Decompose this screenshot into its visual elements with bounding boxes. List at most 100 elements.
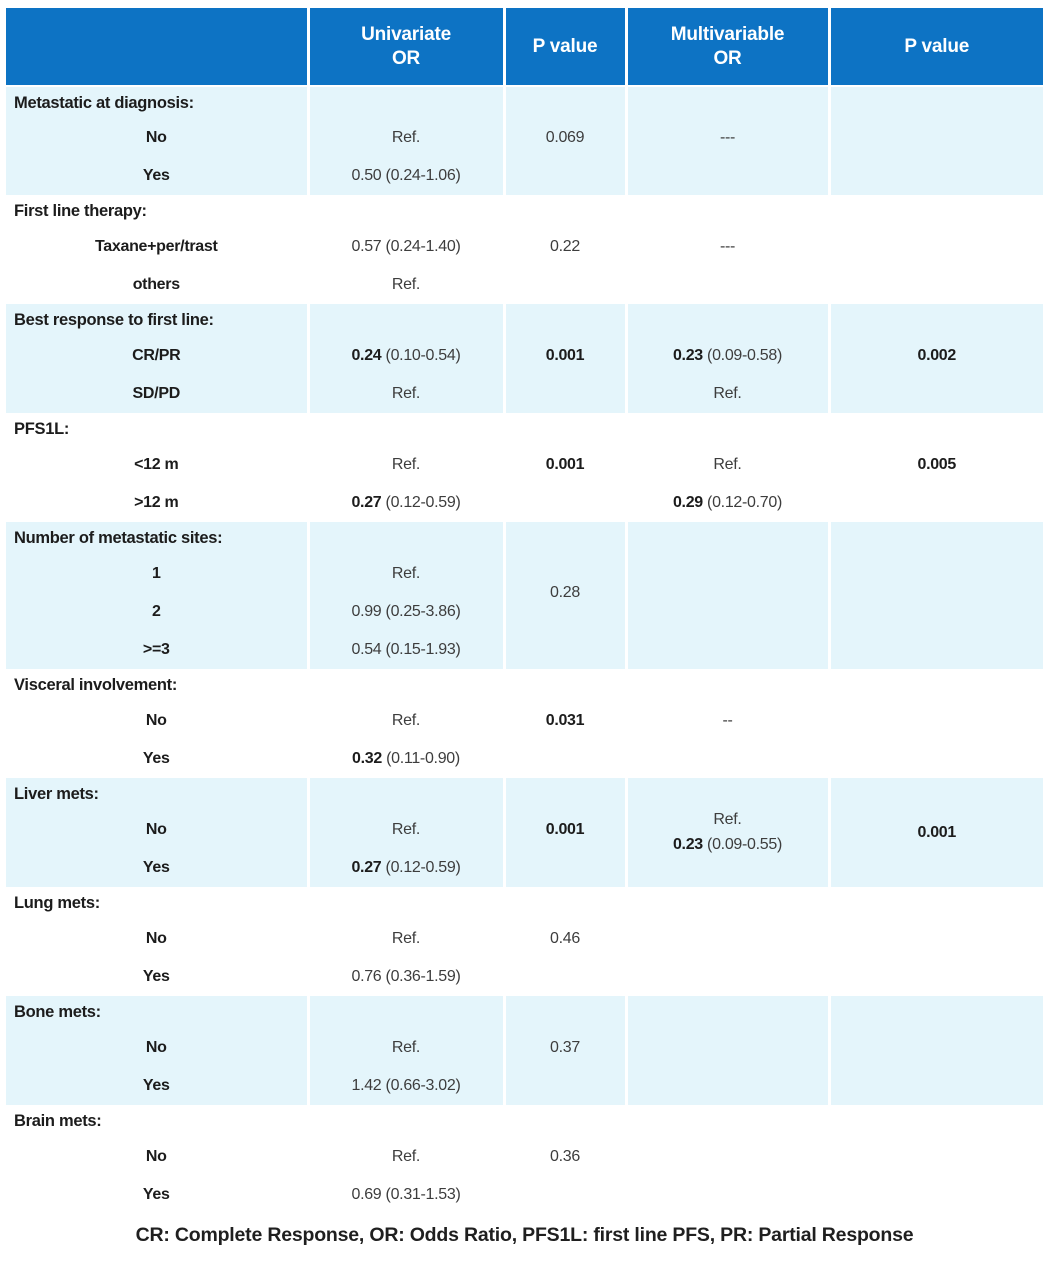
p-value-cell	[827, 555, 1043, 593]
row-label: 2	[6, 593, 308, 631]
p-value-cell	[827, 1176, 1043, 1214]
row-label: Yes	[6, 157, 308, 195]
empty-cell	[624, 887, 829, 920]
multivariable-or-cell	[624, 920, 829, 958]
group-label: Visceral involvement:	[6, 669, 308, 702]
or-estimate: 0.27	[351, 859, 382, 876]
univariate-or-cell: 0.76 (0.36-1.59)	[306, 958, 504, 996]
row-label: <12 m	[6, 446, 308, 484]
univariate-or-cell: Ref.	[306, 266, 504, 304]
univariate-or-cell: 0.50 (0.24-1.06)	[306, 157, 504, 195]
row-label: No	[6, 1029, 308, 1067]
group-label-row: First line therapy:	[6, 195, 1043, 228]
p-value-cell	[827, 119, 1043, 157]
p-value-cell	[502, 740, 626, 778]
empty-cell	[502, 522, 626, 555]
multivariable-or-cell: ---	[624, 228, 829, 266]
p-value-cell	[827, 958, 1043, 996]
empty-cell	[624, 522, 829, 555]
header-variable	[6, 8, 308, 87]
or-ci: (0.12-0.70)	[702, 494, 783, 511]
empty-cell	[502, 669, 626, 702]
p-value-cell: 0.005	[827, 446, 1043, 484]
group-label-row: Metastatic at diagnosis:	[6, 86, 1043, 119]
group-label-row: Brain mets:	[6, 1105, 1043, 1138]
group-label-row: Liver mets: Ref. 0.23 (0.09-0.55) 0.001	[6, 778, 1043, 887]
p-value-cell	[827, 266, 1043, 304]
p-value-cell: 0.22	[502, 228, 626, 266]
multivariable-or-cell: Ref.	[624, 375, 829, 413]
group-label-row: Visceral involvement:	[6, 669, 1043, 702]
univariate-or-cell: 0.69 (0.31-1.53)	[306, 1176, 504, 1214]
multivariable-or-cell	[624, 631, 829, 669]
table-row: CR/PR 0.24 (0.10-0.54) 0.001 0.23 (0.09-…	[6, 337, 1043, 375]
row-label: No	[6, 920, 308, 958]
group-label: Brain mets:	[6, 1105, 308, 1138]
p-value-cell	[827, 920, 1043, 958]
empty-cell	[502, 1105, 626, 1138]
table-row: Taxane+per/trast 0.57 (0.24-1.40) 0.22 -…	[6, 228, 1043, 266]
or-ci: (0.09-0.58)	[702, 347, 783, 364]
p-value-cell	[827, 1029, 1043, 1067]
group-liver-mets: Liver mets: Ref. 0.23 (0.09-0.55) 0.001 …	[6, 778, 1043, 887]
empty-cell	[827, 522, 1043, 555]
multivariable-or-cell	[624, 266, 829, 304]
or-ci: (0.10-0.54)	[381, 347, 461, 364]
p-value-cell	[502, 958, 626, 996]
or-ci: (0.12-0.59)	[381, 859, 461, 876]
group-lung-mets: Lung mets: No Ref. 0.46 Yes 0.76 (0.36-1…	[6, 887, 1043, 996]
header-multivariable-or: Multivariable OR	[624, 8, 829, 87]
p-value-cell	[827, 375, 1043, 413]
group-label-row: Bone mets:	[6, 996, 1043, 1029]
p-value-cell	[827, 702, 1043, 740]
empty-cell	[306, 413, 504, 446]
row-label: No	[6, 702, 308, 740]
univariate-or-cell: 0.99 (0.25-3.86)	[306, 593, 504, 631]
p-value-merged-cell: 0.28	[502, 555, 626, 631]
group-bone-mets: Bone mets: No Ref. 0.37 Yes 1.42 (0.66-3…	[6, 996, 1043, 1105]
empty-cell	[502, 887, 626, 920]
p-value-cell: 0.069	[502, 119, 626, 157]
group-label: Liver mets:	[6, 778, 308, 811]
odds-ratio-table: Univariate OR P value Multivariable OR P…	[6, 8, 1043, 1214]
header-row: Univariate OR P value Multivariable OR P…	[6, 8, 1043, 87]
multivariable-or-cell	[624, 1067, 829, 1105]
row-label: No	[6, 1138, 308, 1176]
group-label-row: Best response to first line:	[6, 304, 1043, 337]
multivariable-or-cell	[624, 740, 829, 778]
group-number-metastatic-sites: Number of metastatic sites: 1 Ref. 0.28 …	[6, 522, 1043, 669]
p-value-cell: 0.36	[502, 1138, 626, 1176]
univariate-or-cell: 1.42 (0.66-3.02)	[306, 1067, 504, 1105]
table-row: 2 0.99 (0.25-3.86)	[6, 593, 1043, 631]
p-value-cell	[827, 228, 1043, 266]
univariate-or-cell: Ref.	[306, 119, 504, 157]
univariate-or-cell: 0.27 (0.12-0.59)	[306, 484, 504, 522]
table-row: Yes 0.27 (0.12-0.59)	[6, 849, 1043, 887]
row-label: No	[6, 811, 308, 849]
row-label: Taxane+per/trast	[6, 228, 308, 266]
univariate-or-cell: Ref.	[306, 1029, 504, 1067]
p-value-merged-cell: 0.001	[827, 778, 1043, 887]
table-row: Yes 0.76 (0.36-1.59)	[6, 958, 1043, 996]
univariate-or-cell: Ref.	[306, 1138, 504, 1176]
table-row: <12 m Ref. 0.001 Ref. 0.005	[6, 446, 1043, 484]
group-visceral-involvement: Visceral involvement: No Ref. 0.031 -- Y…	[6, 669, 1043, 778]
row-label: Yes	[6, 849, 308, 887]
or-estimate: 0.32	[352, 750, 382, 767]
table-row: SD/PD Ref. Ref.	[6, 375, 1043, 413]
univariate-or-cell: 0.24 (0.10-0.54)	[306, 337, 504, 375]
p-value-cell	[827, 631, 1043, 669]
table-row: No Ref. 0.069 ---	[6, 119, 1043, 157]
p-value-cell: 0.001	[502, 337, 626, 375]
multivariable-or-cell	[624, 1176, 829, 1214]
table-row: Yes 1.42 (0.66-3.02)	[6, 1067, 1043, 1105]
abbreviations-footnote: CR: Complete Response, OR: Odds Ratio, P…	[135, 1224, 914, 1246]
empty-cell	[827, 996, 1043, 1029]
univariate-or-cell: Ref.	[306, 920, 504, 958]
group-brain-mets: Brain mets: No Ref. 0.36 Yes 0.69 (0.31-…	[6, 1105, 1043, 1214]
multivariable-or-cell: --	[624, 702, 829, 740]
multivariable-or-cell: 0.23 (0.09-0.58)	[624, 337, 829, 375]
or-ci: (0.12-0.59)	[381, 494, 461, 511]
table-row: No Ref. 0.031 --	[6, 702, 1043, 740]
